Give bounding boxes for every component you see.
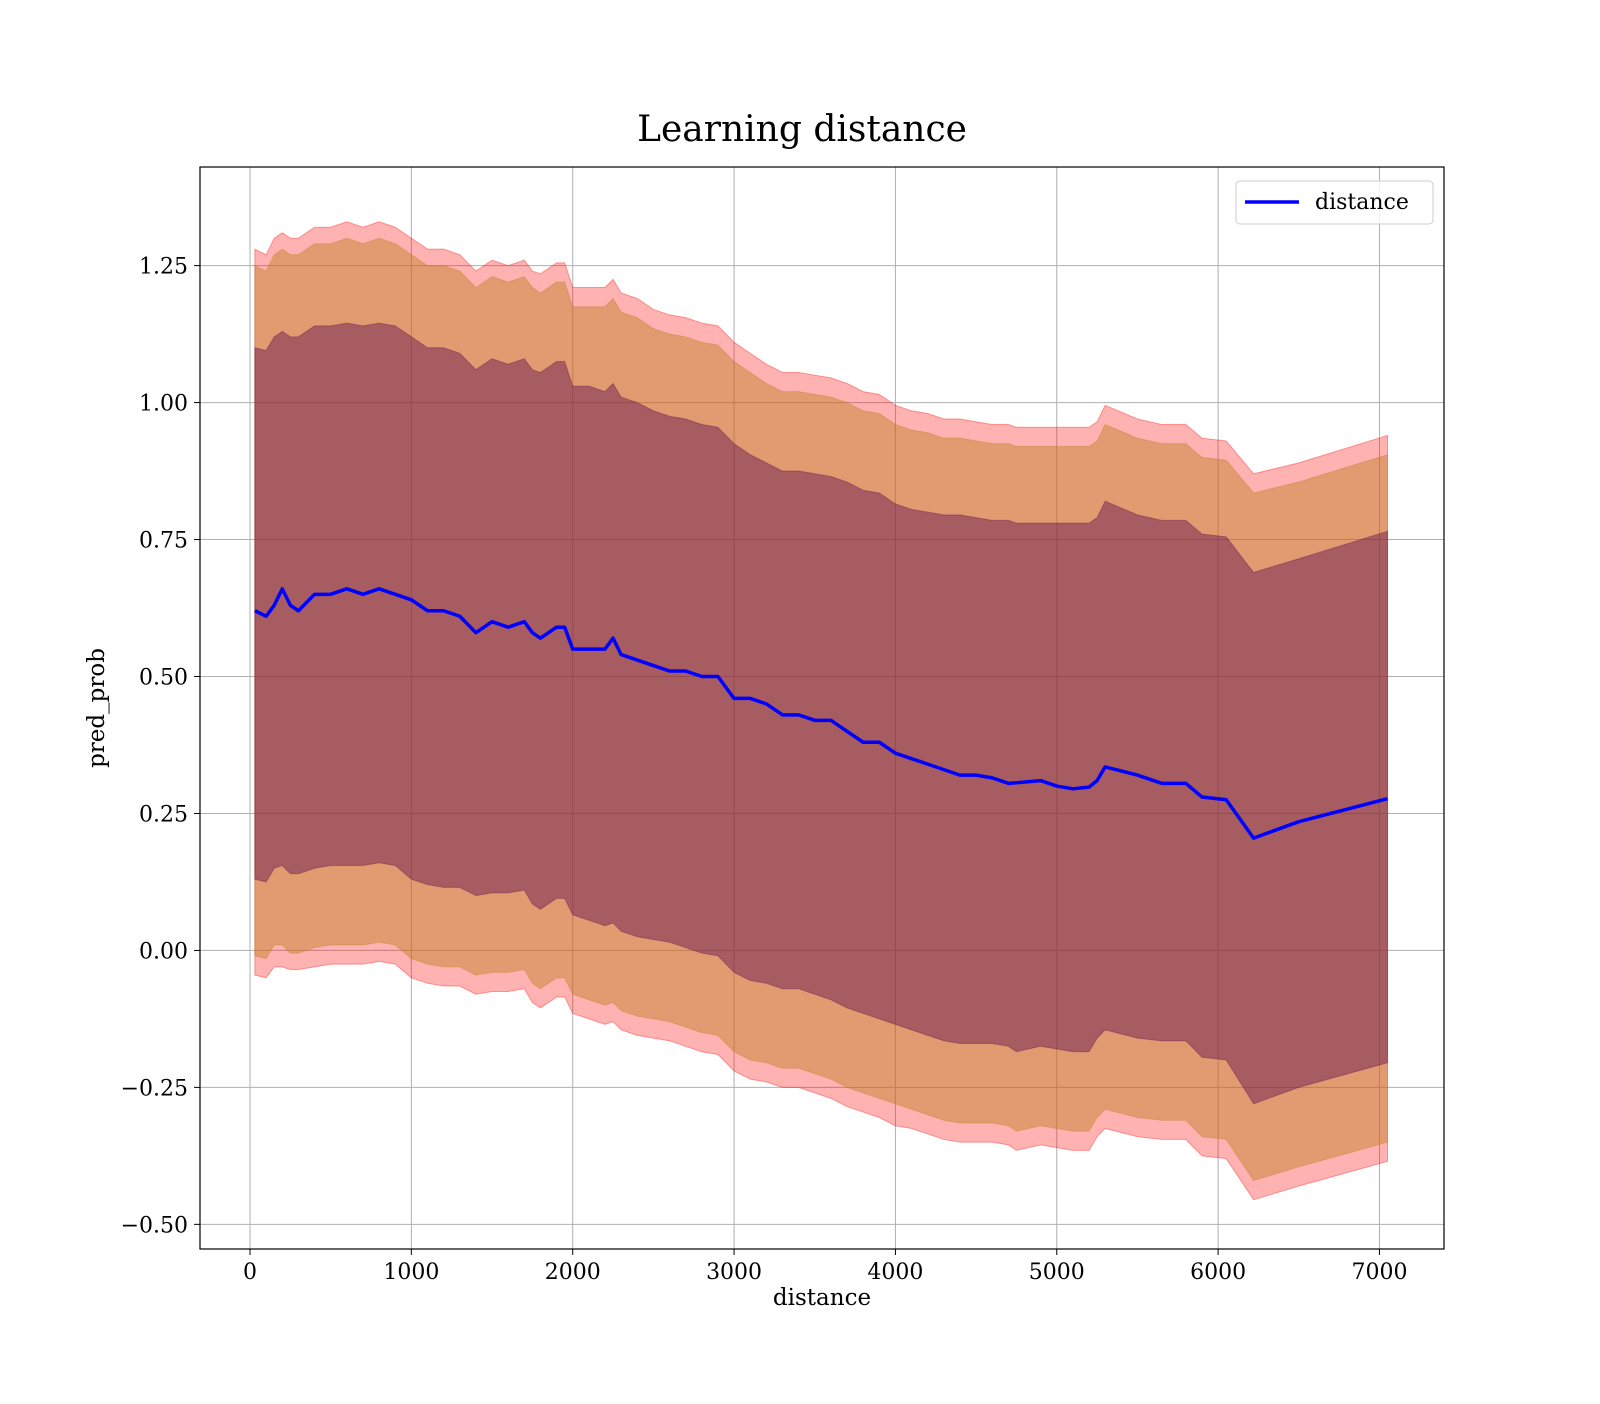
series-lines <box>254 587 1388 840</box>
grid <box>200 167 1444 1249</box>
x-tick-label-4: 4000 <box>867 1260 923 1285</box>
x-tick-label-0: 0 <box>243 1260 257 1285</box>
x-tick-label-6: 6000 <box>1190 1260 1246 1285</box>
confidence-bands <box>254 221 1389 1201</box>
x-axis-title: distance <box>773 1285 871 1311</box>
y-tick-label-6: 1.00 <box>139 392 188 417</box>
y-axis-ticks: −0.50 −0.25 0.00 0.25 0.50 0.75 1.00 1.25 <box>121 255 200 1238</box>
confidence-band-0 <box>254 221 1389 1201</box>
x-tick-label-1: 1000 <box>383 1260 439 1285</box>
legend-box <box>1235 180 1434 225</box>
y-tick-label-4: 0.50 <box>139 665 188 690</box>
x-tick-label-2: 2000 <box>545 1260 601 1285</box>
y-tick-label-7: 1.25 <box>139 255 188 280</box>
y-tick-label-5: 0.75 <box>139 529 188 554</box>
y-tick-label-3: 0.25 <box>139 802 188 827</box>
x-tick-label-7: 7000 <box>1351 1260 1407 1285</box>
confidence-band-1 <box>254 237 1389 1182</box>
x-axis-ticks: 0 1000 2000 3000 4000 5000 6000 7000 <box>243 1249 1407 1285</box>
series-line-distance <box>254 587 1388 840</box>
chart-title: Learning distance <box>637 109 967 150</box>
confidence-band-2 <box>254 322 1389 1105</box>
y-tick-label-0: −0.50 <box>121 1213 188 1238</box>
legend: distance <box>1235 180 1434 225</box>
x-tick-label-5: 5000 <box>1029 1260 1085 1285</box>
y-tick-label-1: −0.25 <box>121 1076 188 1101</box>
plot-frame <box>199 166 1445 1250</box>
y-axis-title: pred_prob <box>84 648 110 768</box>
y-tick-label-2: 0.00 <box>139 939 188 964</box>
x-tick-label-3: 3000 <box>706 1260 762 1285</box>
legend-label-distance: distance <box>1315 190 1409 215</box>
